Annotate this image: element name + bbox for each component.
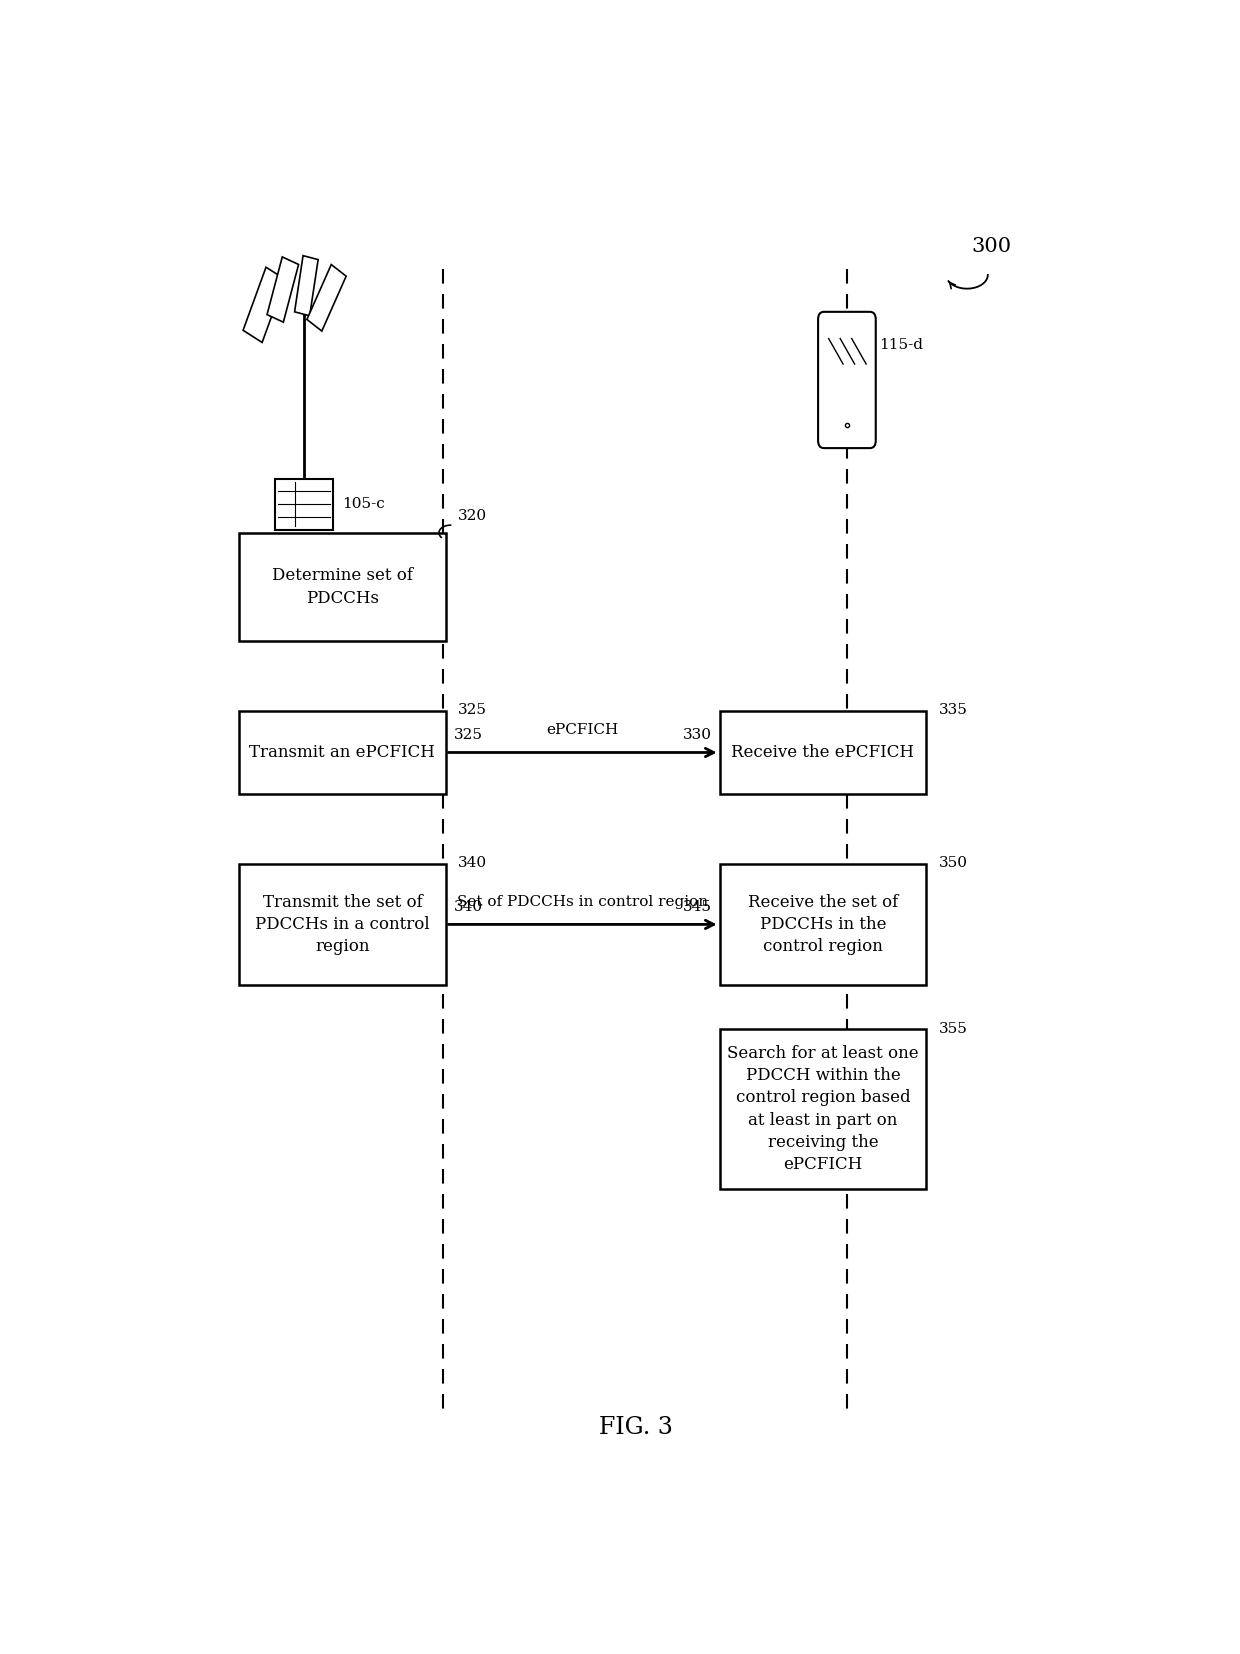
Bar (239, 533, 445, 642)
Bar (719, 863, 926, 984)
Text: 355: 355 (939, 1022, 967, 1035)
Text: 115-d: 115-d (879, 337, 924, 352)
FancyBboxPatch shape (818, 313, 875, 448)
Bar (239, 863, 445, 984)
Text: 340: 340 (459, 857, 487, 870)
Bar (267, 256, 299, 323)
Text: Set of PDCCHs in control region: Set of PDCCHs in control region (458, 895, 708, 910)
Text: 330: 330 (683, 728, 712, 743)
Text: 345: 345 (683, 900, 712, 915)
Bar (239, 711, 445, 794)
Bar (719, 711, 926, 794)
Text: Search for at least one
PDCCH within the
control region based
at least in part o: Search for at least one PDCCH within the… (727, 1045, 919, 1173)
Text: Receive the ePCFICH: Receive the ePCFICH (732, 744, 914, 761)
Text: 320: 320 (459, 509, 487, 523)
Text: Determine set of
PDCCHs: Determine set of PDCCHs (272, 567, 413, 607)
Text: 350: 350 (939, 857, 967, 870)
Text: 105-c: 105-c (342, 498, 386, 511)
Bar (243, 268, 285, 342)
Bar (295, 256, 319, 316)
Bar (308, 265, 346, 331)
Bar (275, 478, 332, 529)
Text: Receive the set of
PDCCHs in the
control region: Receive the set of PDCCHs in the control… (748, 893, 898, 954)
Text: 325: 325 (459, 703, 487, 718)
Text: ePCFICH: ePCFICH (547, 723, 619, 738)
Text: FIG. 3: FIG. 3 (599, 1416, 672, 1439)
Bar (719, 1029, 926, 1189)
Text: 340: 340 (454, 900, 482, 915)
Text: 335: 335 (939, 703, 967, 718)
Text: Transmit an ePCFICH: Transmit an ePCFICH (249, 744, 435, 761)
Text: 300: 300 (971, 238, 1011, 256)
Text: Transmit the set of
PDCCHs in a control
region: Transmit the set of PDCCHs in a control … (255, 893, 430, 954)
Text: 325: 325 (454, 728, 482, 743)
